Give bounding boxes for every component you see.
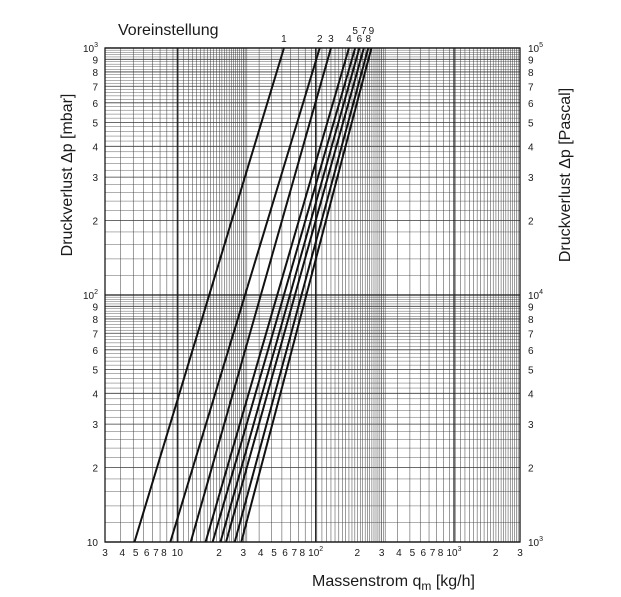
series-label-4: 4 — [346, 34, 352, 45]
y-left-tick-label: 6 — [92, 346, 98, 357]
x-tick-label: 6 — [282, 548, 288, 559]
series-line-2 — [169, 47, 321, 543]
y-left-tick-label: 2 — [92, 217, 98, 228]
y-left-tick-label: 2 — [92, 464, 98, 475]
x-tick-exponent: 3 — [458, 546, 462, 553]
y-left-tick-label: 9 — [92, 302, 98, 313]
series-label-5: 5 — [352, 26, 358, 37]
y-right-tick-label: 5 — [528, 118, 534, 129]
x-axis-label-subscript: m — [421, 579, 431, 592]
x-tick-label: 8 — [161, 548, 167, 559]
y-tick-exponent: 3 — [94, 42, 98, 49]
series-line-3 — [189, 47, 332, 543]
x-tick-label: 2 — [216, 548, 222, 559]
y-right-tick-label: 7 — [528, 329, 534, 340]
y-tick-exponent: 5 — [539, 42, 543, 49]
curves — [133, 47, 373, 543]
y-right-tick-label: 9 — [528, 302, 534, 313]
y-right-tick-label: 6 — [528, 346, 534, 357]
x-tick-label: 2 — [493, 548, 499, 559]
series-line-8 — [233, 47, 370, 543]
series-label-7: 7 — [361, 26, 367, 37]
y-left-tick-label: 5 — [92, 118, 98, 129]
series-line-5 — [211, 47, 357, 543]
y-right-tick-label: 9 — [528, 55, 534, 66]
x-tick-label: 7 — [153, 548, 159, 559]
chart-title: Voreinstellung — [118, 22, 219, 39]
x-tick-label: 7 — [291, 548, 297, 559]
x-tick-label: 6 — [144, 548, 150, 559]
series-line-4 — [204, 47, 350, 543]
x-tick-label: 3 — [102, 548, 108, 559]
x-tick-label: 2 — [355, 548, 361, 559]
y-right-tick-label: 4 — [528, 142, 534, 153]
series-label-3: 3 — [328, 34, 334, 45]
y-left-tick-label: 7 — [92, 82, 98, 93]
y-left-tick-label: 9 — [92, 55, 98, 66]
grid-lines — [104, 47, 521, 543]
y-axis-label-left: Druckverlust Δp [mbar] — [59, 94, 76, 257]
x-tick-exponent: 2 — [319, 546, 323, 553]
y-left-tick-label: 8 — [92, 315, 98, 326]
y-right-tick-label: 8 — [528, 68, 534, 79]
y-left-tick-label: 4 — [92, 142, 98, 153]
x-axis-label-unit: [kg/h] — [431, 573, 475, 590]
x-tick-label: 5 — [271, 548, 277, 559]
x-tick-label: 4 — [396, 548, 402, 559]
x-tick-label: 4 — [120, 548, 126, 559]
y-left-tick-label: 4 — [92, 389, 98, 400]
series-label-6: 6 — [357, 34, 363, 45]
series-label-2: 2 — [317, 34, 323, 45]
y-tick-exponent: 4 — [539, 289, 543, 296]
y-left-tick-label: 6 — [92, 99, 98, 110]
y-right-tick-label: 2 — [528, 464, 534, 475]
x-tick-label: 8 — [438, 548, 444, 559]
y-left-tick-label: 3 — [92, 173, 98, 184]
x-tick-label: 3 — [241, 548, 247, 559]
y-right-tick-label: 3 — [528, 420, 534, 431]
x-tick-label: 5 — [133, 548, 139, 559]
x-tick-label: 4 — [258, 548, 264, 559]
y-axis-label-right: Druckverlust Δp [Pascal] — [557, 88, 574, 262]
series-label-8: 8 — [365, 34, 371, 45]
y-right-tick-label: 6 — [528, 99, 534, 110]
plot-border — [104, 47, 521, 543]
x-tick-label: 8 — [299, 548, 305, 559]
series-line-1 — [133, 47, 285, 543]
x-tick-label: 3 — [379, 548, 385, 559]
y-left-tick-label: 10 — [87, 538, 99, 549]
series-line-9 — [240, 47, 373, 543]
y-right-tick-label: 3 — [528, 173, 534, 184]
y-tick-exponent: 2 — [94, 289, 98, 296]
x-axis-label-main: Massenstrom q — [312, 573, 421, 590]
y-right-tick-label: 5 — [528, 365, 534, 376]
x-axis-label: Massenstrom qm [kg/h] — [312, 573, 475, 592]
y-left-tick-label: 3 — [92, 420, 98, 431]
series-line-6 — [219, 47, 361, 543]
series-line-7 — [225, 47, 365, 543]
x-tick-label: 7 — [430, 548, 436, 559]
y-left-tick-label: 5 — [92, 365, 98, 376]
y-left-tick-label: 7 — [92, 329, 98, 340]
x-tick-label: 5 — [410, 548, 416, 559]
y-tick-exponent: 3 — [539, 536, 543, 543]
x-tick-label: 6 — [421, 548, 427, 559]
plot-frame — [104, 47, 521, 543]
y-right-tick-label: 7 — [528, 82, 534, 93]
y-right-tick-label: 2 — [528, 217, 534, 228]
y-right-tick-label: 8 — [528, 315, 534, 326]
y-left-tick-label: 8 — [92, 68, 98, 79]
x-tick-label: 10 — [172, 548, 184, 559]
series-label-9: 9 — [369, 26, 375, 37]
x-tick-label: 3 — [517, 548, 523, 559]
y-right-tick-label: 4 — [528, 389, 534, 400]
series-label-1: 1 — [281, 34, 287, 45]
